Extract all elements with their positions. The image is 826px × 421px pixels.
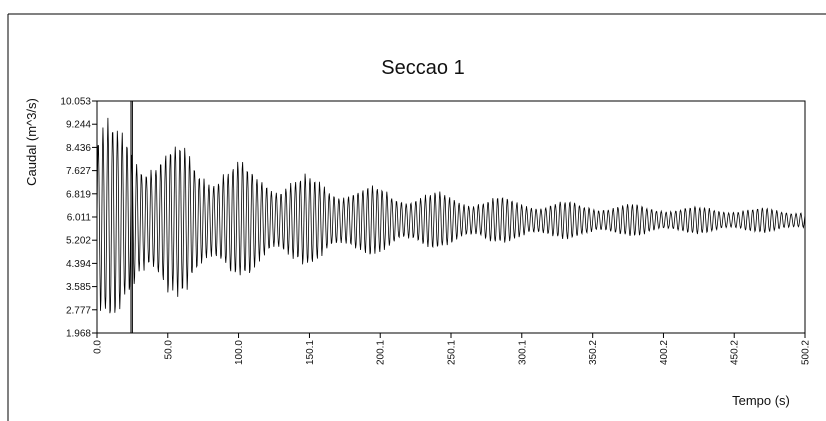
y-tick-label: 8.436: [66, 143, 91, 154]
y-tick-label: 5.202: [66, 236, 91, 247]
y-tick-label: 9.244: [66, 120, 91, 131]
x-tick-label: 350.2: [588, 340, 599, 365]
x-tick-label: 200.1: [376, 340, 387, 365]
y-tick-label: 4.394: [66, 259, 91, 270]
y-tick-label: 7.627: [66, 166, 91, 177]
x-tick-label: 400.2: [659, 340, 670, 365]
series-layer: [96, 101, 806, 333]
y-axis-label: Caudal (m^3/s): [24, 98, 39, 186]
x-tick-label: 50.0: [163, 340, 174, 360]
x-tick-label: 250.1: [447, 340, 458, 365]
chart-title: Seccao 1: [381, 57, 464, 79]
x-tick-label: 450.2: [730, 340, 741, 365]
y-tick-label: 2.777: [66, 305, 91, 316]
x-tick-label: 500.2: [801, 340, 812, 365]
y-tick-label: 1.968: [66, 329, 91, 340]
x-axis-label: Tempo (s): [732, 393, 790, 408]
y-tick-label: 10.053: [60, 97, 91, 108]
y-tick-label: 6.819: [66, 189, 91, 200]
y-axis-ticks: 10.053 9.244 8.436 7.627 6.819 6.011 5.202 4.39…: [60, 97, 97, 340]
x-tick-label: 0.0: [93, 340, 104, 354]
y-tick-label: 3.585: [66, 282, 91, 293]
x-tick-label: 300.1: [517, 340, 528, 365]
x-tick-label: 150.1: [305, 340, 316, 365]
x-axis-ticks: 0.0 50.0 100.0 150.1 200.1 250.1 300.1 350.2 400…: [93, 333, 812, 365]
series-line-caudal: [96, 117, 806, 314]
y-tick-label: 6.011: [67, 212, 92, 223]
x-tick-label: 100.0: [234, 340, 245, 365]
